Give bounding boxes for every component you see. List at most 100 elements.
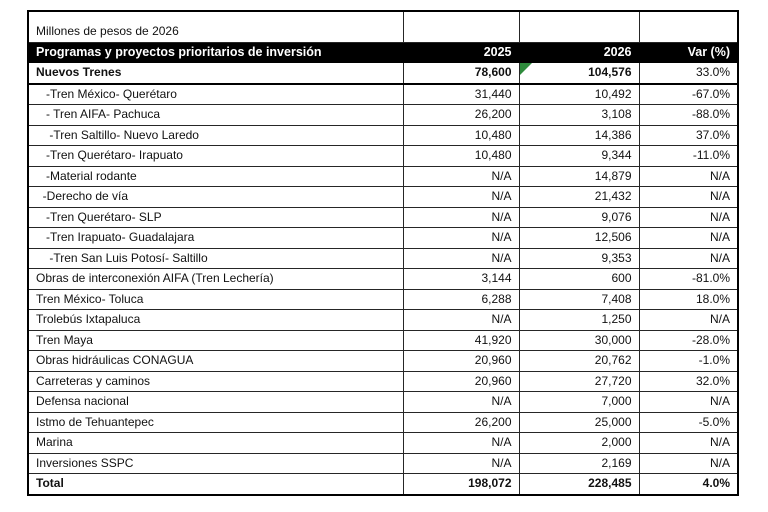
value-2026: 104,576	[518, 62, 640, 85]
row-label: -Tren Querétaro- Irapuato	[27, 145, 404, 167]
value-2026: 21,432	[518, 186, 640, 208]
table-row: -Tren Querétaro- Irapuato 10,480 9,344 -…	[27, 145, 739, 167]
value-var: -1.0%	[638, 350, 739, 372]
value-2025: 3,144	[402, 268, 520, 290]
table-row: -Tren Saltillo- Nuevo Laredo 10,480 14,3…	[27, 124, 739, 146]
value-2026: 25,000	[518, 411, 640, 433]
investment-table: Millones de pesos de 2026 Programas y pr…	[27, 10, 739, 496]
value-2025: 26,200	[402, 411, 520, 433]
header-2026-column: 2026	[518, 42, 640, 63]
table-row: Obras de interconexión AIFA (Tren Lecher…	[27, 268, 739, 290]
cell-corner-flag-icon	[520, 63, 532, 75]
row-label: Istmo de Tehuantepec	[27, 411, 404, 433]
header-program-column: Programas y proyectos prioritarios de in…	[27, 42, 404, 63]
value-var: 4.0%	[638, 473, 739, 495]
row-label: -Derecho de vía	[27, 186, 404, 208]
table-row: Carreteras y caminos 20,960 27,720 32.0%	[27, 370, 739, 392]
value-var: -67.0%	[638, 83, 739, 105]
value-2025: N/A	[402, 206, 520, 228]
value-var: -28.0%	[638, 329, 739, 351]
value-2025: 31,440	[402, 83, 520, 105]
value-2025: N/A	[402, 391, 520, 413]
value-var: 18.0%	[638, 288, 739, 310]
value-2026: 30,000	[518, 329, 640, 351]
value-var: -81.0%	[638, 268, 739, 290]
value-2026: 600	[518, 268, 640, 290]
value-2025: 20,960	[402, 370, 520, 392]
table-row: Total 198,072 228,485 4.0%	[27, 473, 739, 495]
value-var: N/A	[638, 165, 739, 187]
table-row: Tren México- Toluca 6,288 7,408 18.0%	[27, 288, 739, 310]
row-label: -Material rodante	[27, 165, 404, 187]
row-label: Nuevos Trenes	[27, 62, 404, 85]
table-row: -Tren Irapuato- Guadalajara N/A 12,506 N…	[27, 227, 739, 249]
table-row: Trolebús Ixtapaluca N/A 1,250 N/A	[27, 309, 739, 331]
value-2026: 3,108	[518, 104, 640, 126]
row-label: Carreteras y caminos	[27, 370, 404, 392]
value-2026: 20,762	[518, 350, 640, 372]
value-2026: 12,506	[518, 227, 640, 249]
empty-cell	[518, 10, 640, 43]
units-note: Millones de pesos de 2026	[27, 10, 404, 43]
row-label: Trolebús Ixtapaluca	[27, 309, 404, 331]
value-var: N/A	[638, 247, 739, 269]
value-2026: 14,386	[518, 124, 640, 146]
row-label: -Tren Saltillo- Nuevo Laredo	[27, 124, 404, 146]
value-var: 32.0%	[638, 370, 739, 392]
table-row: Defensa nacional N/A 7,000 N/A	[27, 391, 739, 413]
table-row: Nuevos Trenes 78,600 104,576 33.0%	[27, 62, 739, 85]
row-label: Marina	[27, 432, 404, 454]
value-2026: 10,492	[518, 83, 640, 105]
row-label: Tren Maya	[27, 329, 404, 351]
table-row: - Tren AIFA- Pachuca 26,200 3,108 -88.0%	[27, 104, 739, 126]
table-row: -Material rodante N/A 14,879 N/A	[27, 165, 739, 187]
value-var: N/A	[638, 227, 739, 249]
value-2026: 2,000	[518, 432, 640, 454]
row-label: Obras hidráulicas CONAGUA	[27, 350, 404, 372]
empty-cell	[402, 10, 520, 43]
value-2025: N/A	[402, 227, 520, 249]
value-2026: 1,250	[518, 309, 640, 331]
value-2026: 9,344	[518, 145, 640, 167]
value-var: -5.0%	[638, 411, 739, 433]
row-label: -Tren Querétaro- SLP	[27, 206, 404, 228]
row-label: Total	[27, 473, 404, 495]
units-note-row: Millones de pesos de 2026	[27, 10, 739, 43]
value-var: N/A	[638, 309, 739, 331]
empty-cell	[638, 10, 739, 43]
table-row: -Tren San Luis Potosí- Saltillo N/A 9,35…	[27, 247, 739, 269]
value-var: N/A	[638, 452, 739, 474]
value-2025: N/A	[402, 309, 520, 331]
table-row: Istmo de Tehuantepec 26,200 25,000 -5.0%	[27, 411, 739, 433]
value-2025: 10,480	[402, 124, 520, 146]
value-2026: 2,169	[518, 452, 640, 474]
table-row: Tren Maya 41,920 30,000 -28.0%	[27, 329, 739, 351]
row-label: Inversiones SSPC	[27, 452, 404, 474]
value-2025: 26,200	[402, 104, 520, 126]
table-row: -Tren Querétaro- SLP N/A 9,076 N/A	[27, 206, 739, 228]
value-var: -88.0%	[638, 104, 739, 126]
value-2026: 9,353	[518, 247, 640, 269]
table-row: Marina N/A 2,000 N/A	[27, 432, 739, 454]
value-2026: 14,879	[518, 165, 640, 187]
value-var: 33.0%	[638, 62, 739, 85]
value-var: -11.0%	[638, 145, 739, 167]
row-label: -Tren México- Querétaro	[27, 83, 404, 105]
value-var: N/A	[638, 186, 739, 208]
value-2025: 6,288	[402, 288, 520, 310]
value-2025: 78,600	[402, 62, 520, 85]
value-2025: N/A	[402, 432, 520, 454]
value-2026: 7,000	[518, 391, 640, 413]
table-header-row: Programas y proyectos prioritarios de in…	[27, 42, 739, 63]
value-2025: N/A	[402, 247, 520, 269]
value-2025: 20,960	[402, 350, 520, 372]
value-2025: 198,072	[402, 473, 520, 495]
table-row: -Tren México- Querétaro 31,440 10,492 -6…	[27, 83, 739, 105]
value-2026: 9,076	[518, 206, 640, 228]
value-2025: 41,920	[402, 329, 520, 351]
value-var: N/A	[638, 432, 739, 454]
table-row: Obras hidráulicas CONAGUA 20,960 20,762 …	[27, 350, 739, 372]
value-var: N/A	[638, 206, 739, 228]
header-var-column: Var (%)	[638, 42, 739, 63]
row-label: -Tren Irapuato- Guadalajara	[27, 227, 404, 249]
